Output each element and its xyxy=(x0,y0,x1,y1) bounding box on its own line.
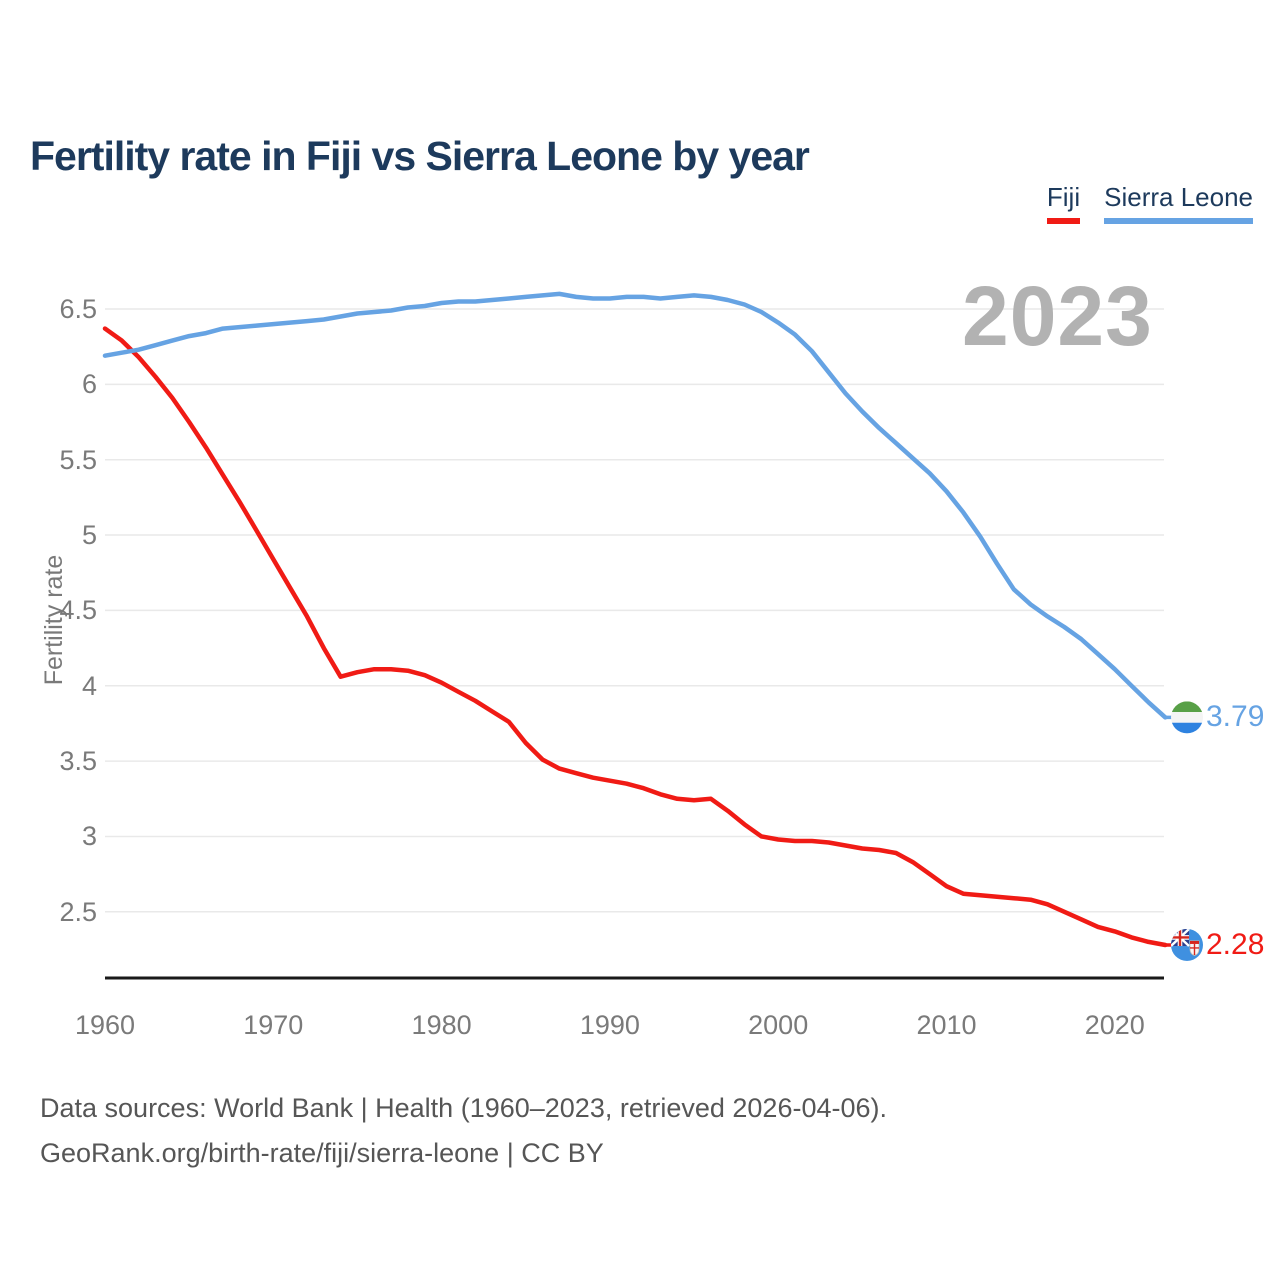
legend-item-fiji[interactable]: Fiji xyxy=(1046,182,1081,224)
x-tick-label: 2020 xyxy=(1084,1010,1145,1040)
year-watermark: 2023 xyxy=(962,269,1153,363)
y-tick-label: 6.5 xyxy=(59,294,97,324)
chart-legend: Fiji Sierra Leone xyxy=(1046,182,1253,224)
y-tick-label: 3 xyxy=(81,821,97,852)
x-tick-label: 2000 xyxy=(748,1010,809,1040)
data-source-line: Data sources: World Bank | Health (1960–… xyxy=(40,1093,887,1123)
y-tick-label: 4 xyxy=(81,670,97,701)
x-tick-label: 1970 xyxy=(243,1010,304,1040)
sierra-leone-flag-icon xyxy=(1171,701,1203,734)
x-tick-label: 1960 xyxy=(74,1010,136,1040)
y-tick-label: 5 xyxy=(81,520,97,551)
data-source-footer: Data sources: World Bank | Health (1960–… xyxy=(40,1086,887,1176)
legend-item-sierra-leone[interactable]: Sierra Leone xyxy=(1104,182,1253,224)
fiji-flag-icon xyxy=(1171,928,1203,961)
y-tick-label: 3.5 xyxy=(59,746,97,777)
endpoint-value-sierra-leone: 3.79 xyxy=(1206,700,1265,733)
attribution-line: GeoRank.org/birth-rate/fiji/sierra-leone… xyxy=(40,1138,604,1168)
endpoint-value-fiji: 2.28 xyxy=(1206,928,1265,961)
y-tick-label: 6 xyxy=(81,369,97,400)
y-tick-label: 4.5 xyxy=(59,595,97,626)
y-tick-label: 5.5 xyxy=(59,444,97,475)
y-tick-label: 2.5 xyxy=(59,896,97,927)
series-line-sierra-leone xyxy=(102,291,1168,720)
series-line-fiji xyxy=(102,326,1168,948)
page-title: Fertility rate in Fiji vs Sierra Leone b… xyxy=(30,133,810,180)
x-tick-label: 2010 xyxy=(916,1010,977,1040)
x-tick-label: 1990 xyxy=(579,1010,640,1040)
x-tick-label: 1980 xyxy=(411,1010,472,1040)
